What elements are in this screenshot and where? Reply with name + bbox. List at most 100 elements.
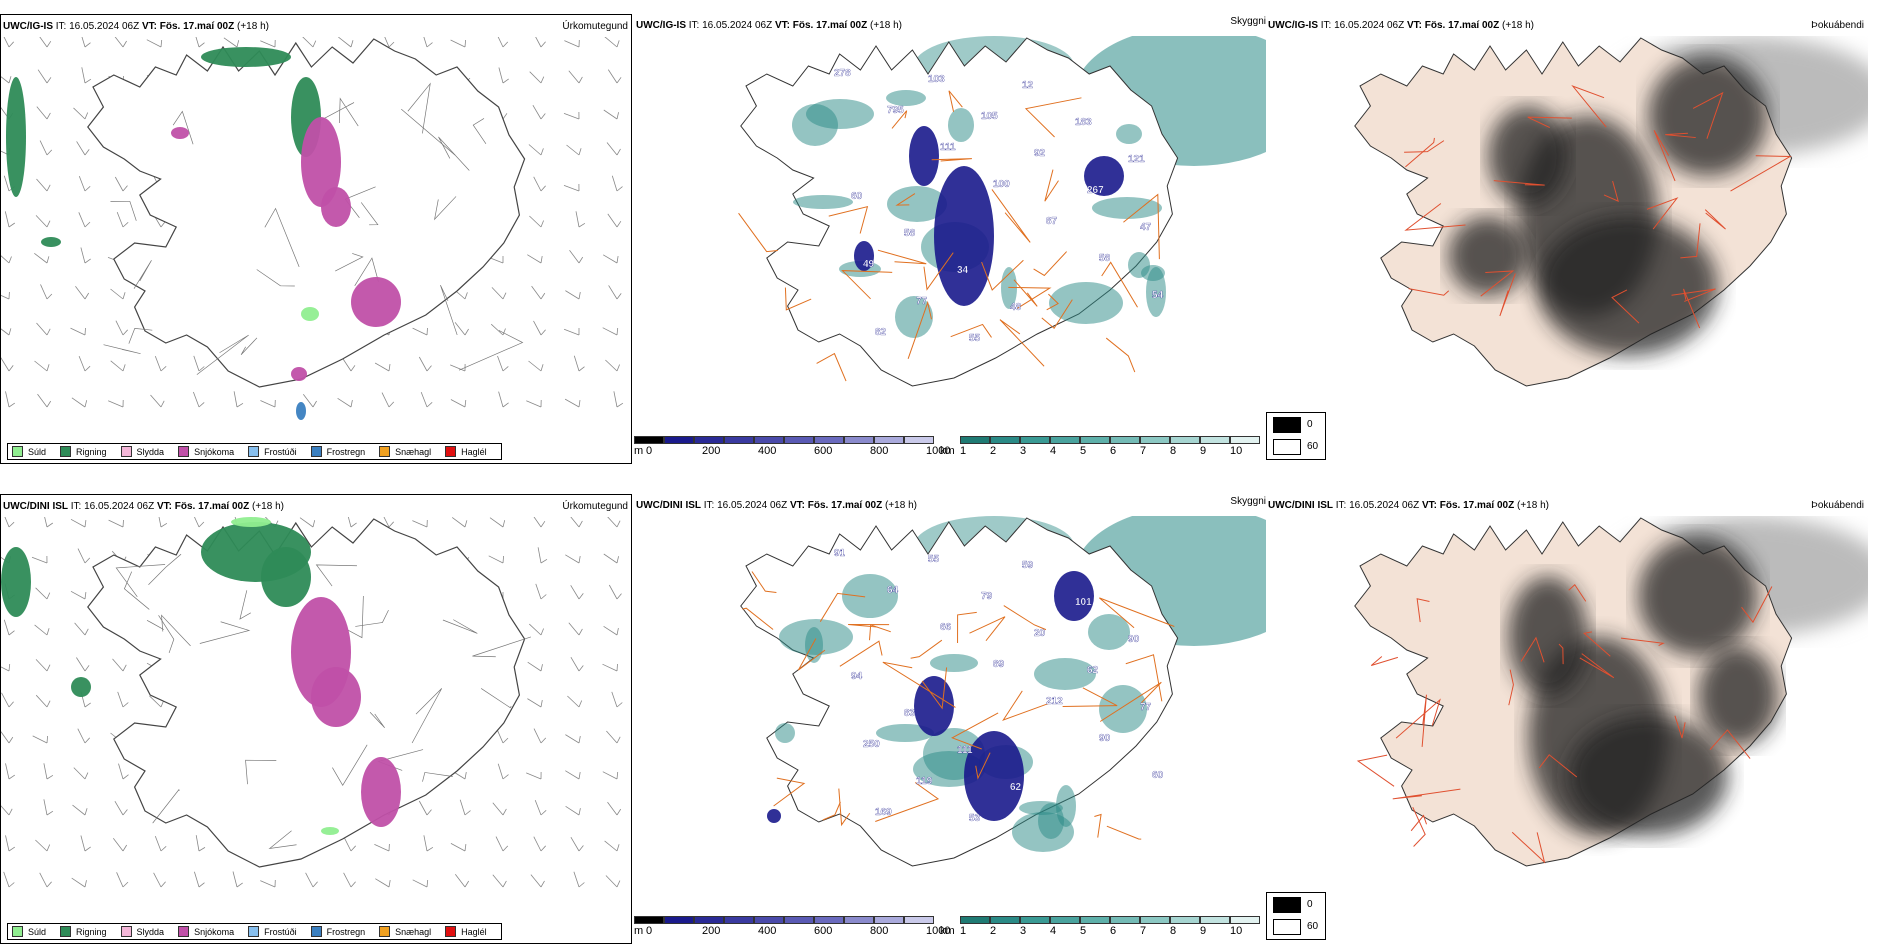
legend-swatch <box>445 446 457 457</box>
wind-barb <box>450 39 466 48</box>
wind-barb-tick <box>464 292 468 300</box>
legend-item: Slydda <box>120 926 164 937</box>
fog-area <box>1448 216 1528 296</box>
precip-area <box>261 547 311 607</box>
wind-barb-tick <box>502 113 508 120</box>
wind-barb <box>70 518 86 528</box>
ceiling-tick: 400 <box>758 925 777 937</box>
precip-type-title: Úrkomutegund <box>562 501 628 512</box>
ceiling-scale-segment <box>754 916 784 924</box>
wind-barb <box>412 520 428 528</box>
wind-barb-tick <box>540 880 545 888</box>
wind-barb-tick <box>46 328 51 336</box>
wind-barb <box>5 763 10 780</box>
ceiling-tick: 1000 <box>926 445 951 457</box>
wind-barb <box>570 585 580 600</box>
wind-barb <box>384 37 390 48</box>
road-line <box>110 201 137 221</box>
wind-barb <box>526 400 542 408</box>
wind-barb-tick <box>578 256 584 264</box>
ceiling-label: 55 <box>969 333 981 344</box>
wind-barb <box>563 328 580 336</box>
ceiling-tick: 0 <box>646 445 653 457</box>
ceiling-scale-segment <box>694 916 724 924</box>
wind-barb <box>149 695 162 708</box>
ceiling-label: 119 <box>916 776 933 787</box>
wind-barb <box>533 836 542 852</box>
ceiling-tick: 200 <box>702 925 721 937</box>
wind-barb-tick <box>198 521 205 528</box>
ceiling-label: 111 <box>940 142 956 153</box>
wind-barb <box>607 213 618 228</box>
wind-barb-tick <box>84 808 88 816</box>
fog-key-swatch-dark <box>1273 897 1301 913</box>
wind-barb <box>450 843 466 852</box>
visibility-scale-segment <box>960 916 990 924</box>
road-line <box>931 158 972 162</box>
road-line <box>1101 261 1138 308</box>
wind-barb-tick <box>46 592 51 600</box>
wind-barb-tick <box>350 522 357 528</box>
wind-barb <box>570 517 580 528</box>
valid-prefix: VT: <box>1421 500 1437 511</box>
road-line <box>1370 656 1399 667</box>
legend-item: Rigning <box>60 446 107 457</box>
wind-barb-tick <box>616 220 622 228</box>
wind-barb <box>570 836 580 852</box>
precip-legend: Súld Rigning Slydda Snjókoma Frostúði Frostre… <box>7 443 502 460</box>
wind-barb <box>32 735 48 744</box>
ceiling-tick: 600 <box>814 445 833 457</box>
road-line <box>1692 91 1724 139</box>
panel-title: UWC/IG-IS IT: 16.05.2024 06Z VT: Fös. 17… <box>636 20 902 32</box>
wind-barb-tick <box>464 399 467 408</box>
ceiling-label: 278 <box>834 68 851 79</box>
visibility-scale-segment <box>1170 436 1200 444</box>
legend-label: Frostregn <box>326 446 366 457</box>
wind-barb <box>302 37 314 48</box>
visibility-tick: 9 <box>1200 925 1207 937</box>
ceiling-area <box>767 809 781 823</box>
wind-barb <box>34 624 48 636</box>
wind-barb-tick <box>46 293 53 300</box>
wind-barb <box>233 391 238 408</box>
wind-barb <box>423 835 428 852</box>
road-line <box>1404 203 1466 231</box>
valid-time: Fös. 17.maí 00Z <box>804 500 883 511</box>
ceiling-area <box>1084 156 1124 196</box>
wind-barb <box>565 770 580 780</box>
road-line <box>440 284 458 336</box>
road-line <box>268 830 297 849</box>
wind-barb <box>78 175 86 192</box>
wind-barb-tick <box>350 400 353 408</box>
wind-barb-tick <box>426 846 434 852</box>
wind-barb-tick <box>426 809 432 816</box>
wind-barb-tick <box>540 520 546 528</box>
wind-barb-tick <box>502 78 509 84</box>
wind-barb <box>375 878 390 888</box>
road-line <box>923 252 954 291</box>
wind-barb <box>31 556 48 564</box>
wind-barb <box>602 327 618 336</box>
wind-barb-tick <box>616 663 618 672</box>
legend-item: Rigning <box>60 926 107 937</box>
wind-barb-tick <box>616 77 622 84</box>
road-line <box>152 788 180 824</box>
wind-barb <box>498 391 504 408</box>
road-line <box>480 688 512 709</box>
fog-key: 0 60 <box>1266 892 1326 940</box>
wind-barb <box>602 254 618 264</box>
legend-swatch <box>60 446 72 457</box>
precip-area <box>296 402 306 420</box>
ceiling-tick: 800 <box>870 445 889 457</box>
wind-barb-tick <box>540 558 548 564</box>
visibility-area <box>775 723 795 743</box>
wind-barb <box>492 802 504 816</box>
wind-barb-tick <box>46 844 51 852</box>
ceiling-label: 58 <box>904 228 916 239</box>
panel-title: UWC/IG-IS IT: 16.05.2024 06Z VT: Fös. 17… <box>1268 20 1534 32</box>
fog-key-swatch-light <box>1273 439 1301 455</box>
wind-barb-tick <box>502 880 507 888</box>
wind-barb <box>195 37 200 48</box>
wind-barb <box>5 391 10 408</box>
legend-swatch <box>445 926 457 937</box>
